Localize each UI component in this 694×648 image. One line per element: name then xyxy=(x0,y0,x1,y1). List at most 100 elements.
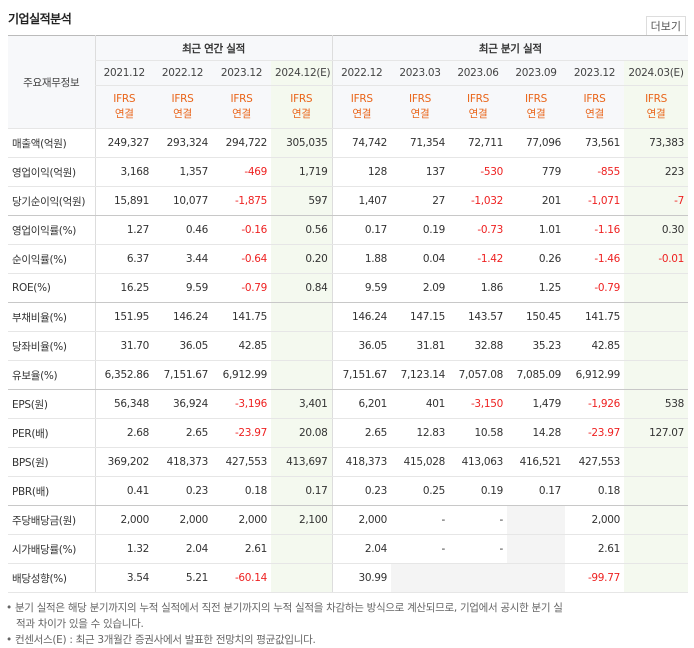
standard: IFRS 연결 xyxy=(331,85,391,129)
value-cell: 16.25 xyxy=(94,273,153,303)
value-cell: 0.20 xyxy=(271,244,332,274)
value-cell: -23.97 xyxy=(565,418,624,448)
empty-cell xyxy=(624,302,689,332)
value-cell: 0.23 xyxy=(153,476,212,506)
row-label: 매출액(억원) xyxy=(8,128,95,158)
value-cell: 293,324 xyxy=(153,128,212,158)
value-cell: 30.99 xyxy=(331,563,391,593)
value-cell: 137 xyxy=(391,157,449,187)
data-row: 주당배당금(원) 2,000 2,000 2,000 2,100 2,000- -2,000 xyxy=(8,505,689,535)
standard-basis: 연결 xyxy=(114,108,134,120)
financial-table: 주요재무정보 최근 연간 실적 최근 분기 실적 2021.12 2022.12 2023… xyxy=(8,35,689,593)
value-cell: 141.75 xyxy=(212,302,271,332)
standard: IFRS 연결 xyxy=(153,85,212,129)
data-row: EPS(원) 56,348 36,924 -3,196 3,401 6,201 401 -3,… xyxy=(8,389,689,419)
row-label: 영업이익률(%) xyxy=(8,215,95,245)
value-cell: - xyxy=(391,534,449,564)
value-cell: 538 xyxy=(624,389,689,419)
empty-cell xyxy=(271,331,332,361)
data-row: 영업이익률(%) 1.27 0.46 -0.16 0.56 0.17 0.19 -0.73 1.… xyxy=(8,215,689,245)
value-cell: -0.73 xyxy=(449,215,507,245)
standard-name: IFRS xyxy=(171,93,194,105)
value-cell: 7,057.08 xyxy=(449,360,507,390)
empty-cell xyxy=(624,331,689,361)
value-cell: 71,354 xyxy=(391,128,449,158)
data-row: 매출액(억원) 249,327 293,324 294,722 305,035 74,74… xyxy=(8,128,689,158)
data-row: 배당성향(%) 3.54 5.21 -60.14 30.99 -99.77 xyxy=(8,563,689,593)
data-row: 당좌비율(%) 31.70 36.05 42.85 36.05 31.81 32.88 35.… xyxy=(8,331,689,361)
row-label: 순이익률(%) xyxy=(8,244,95,274)
value-cell: 32.88 xyxy=(449,331,507,361)
value-cell: 0.18 xyxy=(212,476,271,506)
value-cell: -1.46 xyxy=(565,244,624,274)
period: 2023.12 xyxy=(212,60,271,86)
row-label: 배당성향(%) xyxy=(8,563,95,593)
standard-basis: 연결 xyxy=(232,108,251,120)
standard-name: IFRS xyxy=(290,93,313,105)
data-row: BPS(원) 369,202 418,373 427,553 413,697 418,37… xyxy=(8,447,689,477)
value-cell: -99.77 xyxy=(565,563,624,593)
value-cell: 418,373 xyxy=(331,447,391,477)
standard-basis: 연결 xyxy=(291,108,311,120)
empty-cell xyxy=(624,360,689,390)
value-cell: 9.59 xyxy=(331,273,391,303)
row-label: 유보율(%) xyxy=(8,360,95,390)
standard: IFRS 연결 xyxy=(94,85,153,129)
value-cell: 2.04 xyxy=(153,534,212,564)
row-label: PBR(배) xyxy=(8,476,95,506)
value-cell: 0.18 xyxy=(565,476,624,506)
value-cell: 1.88 xyxy=(331,244,391,274)
value-cell: 31.81 xyxy=(391,331,449,361)
value-cell: 72,711 xyxy=(449,128,507,158)
empty-cell xyxy=(624,273,689,303)
value-cell: -0.16 xyxy=(212,215,271,245)
value-cell: 2.09 xyxy=(391,273,449,303)
value-cell: - xyxy=(391,505,449,535)
value-cell: 0.56 xyxy=(271,215,332,245)
empty-cell xyxy=(271,302,332,332)
empty-cell xyxy=(449,563,507,593)
standard-basis: 연결 xyxy=(352,108,372,120)
value-cell: 5.21 xyxy=(153,563,212,593)
value-cell: 73,383 xyxy=(624,128,689,158)
empty-cell xyxy=(507,563,565,593)
value-cell: 0.23 xyxy=(331,476,391,506)
standard: IFRS 연결 xyxy=(391,85,449,129)
value-cell: 2.61 xyxy=(565,534,624,564)
standard-name: IFRS xyxy=(525,93,547,105)
value-cell: 2,000 xyxy=(212,505,271,535)
value-cell: 427,553 xyxy=(565,447,624,477)
more-link[interactable]: 더보기 xyxy=(645,16,686,36)
value-cell: 413,063 xyxy=(449,447,507,477)
value-cell: 12.83 xyxy=(391,418,449,448)
group-header: 최근 분기 실적 xyxy=(331,35,689,61)
value-cell: -3,196 xyxy=(212,389,271,419)
value-cell: 413,697 xyxy=(271,447,332,477)
value-cell: -1,875 xyxy=(212,186,271,216)
standard: IFRS 연결 xyxy=(271,85,332,129)
value-cell: 150.45 xyxy=(507,302,565,332)
value-cell: 128 xyxy=(331,157,391,187)
value-cell: 1.01 xyxy=(507,215,565,245)
value-cell: -0.79 xyxy=(212,273,271,303)
standard-basis: 연결 xyxy=(646,108,666,120)
value-cell: 127.07 xyxy=(624,418,689,448)
data-row: 부채비율(%) 151.95 146.24 141.75 146.24 147.15 143… xyxy=(8,302,689,332)
value-cell: 2.65 xyxy=(331,418,391,448)
data-row: PBR(배) 0.41 0.23 0.18 0.17 0.23 0.25 0.19 0.17 0.… xyxy=(8,476,689,506)
value-cell: 305,035 xyxy=(271,128,332,158)
value-cell: 36,924 xyxy=(153,389,212,419)
value-cell: 77,096 xyxy=(507,128,565,158)
value-cell: -1.16 xyxy=(565,215,624,245)
value-cell: 0.46 xyxy=(153,215,212,245)
value-cell: -855 xyxy=(565,157,624,187)
standard-row: IFRS 연결 IFRS 연결 IFRS 연결 IFRS 연결 IFRS 연결 IFRS 연결 IFRS… xyxy=(8,85,689,129)
section-title: 기업실적분석 xyxy=(8,12,72,26)
value-cell: 2,000 xyxy=(565,505,624,535)
value-cell: 0.17 xyxy=(271,476,332,506)
value-cell: 2.65 xyxy=(153,418,212,448)
value-cell: 2.04 xyxy=(331,534,391,564)
value-cell: -1.42 xyxy=(449,244,507,274)
value-cell: 201 xyxy=(507,186,565,216)
empty-cell xyxy=(624,476,689,506)
